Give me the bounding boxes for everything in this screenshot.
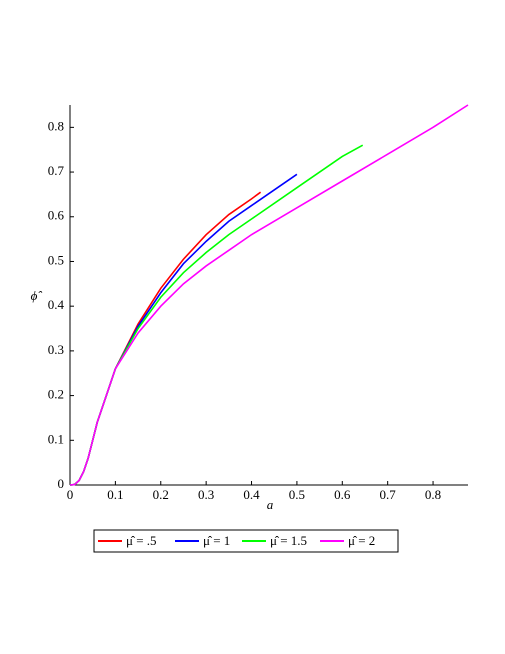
y-tick-label: 0.3 [48,342,64,357]
y-tick-label: 0.6 [48,208,65,223]
legend-box [93,529,399,553]
y-tick-label: 0.4 [48,297,65,312]
y-tick-label: 0.7 [48,163,65,178]
y-tick-label: 0.2 [48,387,64,402]
y-tick-label: 0.5 [48,252,64,267]
series-line [69,173,298,486]
x-tick-label: 0.4 [243,487,260,502]
y-tick-label: 0.1 [48,431,64,446]
legend-label: μ̂ = .5 [126,533,157,548]
legend-label: μ̂ = 1 [203,533,230,548]
series-line [69,104,469,486]
x-tick-label: 0.7 [380,487,397,502]
y-tick-label: 0 [58,476,65,491]
y-tick-label: 0.8 [48,118,64,133]
x-tick-label: 0 [67,487,74,502]
y-axis-label: ϕ̂ [31,288,43,303]
x-tick-label: 0.6 [334,487,351,502]
x-tick-label: 0.1 [107,487,123,502]
x-tick-label: 0.3 [198,487,214,502]
x-tick-label: 0.2 [153,487,169,502]
legend-label: μ̂ = 1.5 [270,533,307,548]
series-line [69,144,364,486]
x-tick-label: 0.5 [289,487,305,502]
x-tick-label: 0.8 [425,487,441,502]
x-axis-label: a [267,497,274,512]
legend-label: μ̂ = 2 [348,533,375,548]
series-line [69,191,262,486]
